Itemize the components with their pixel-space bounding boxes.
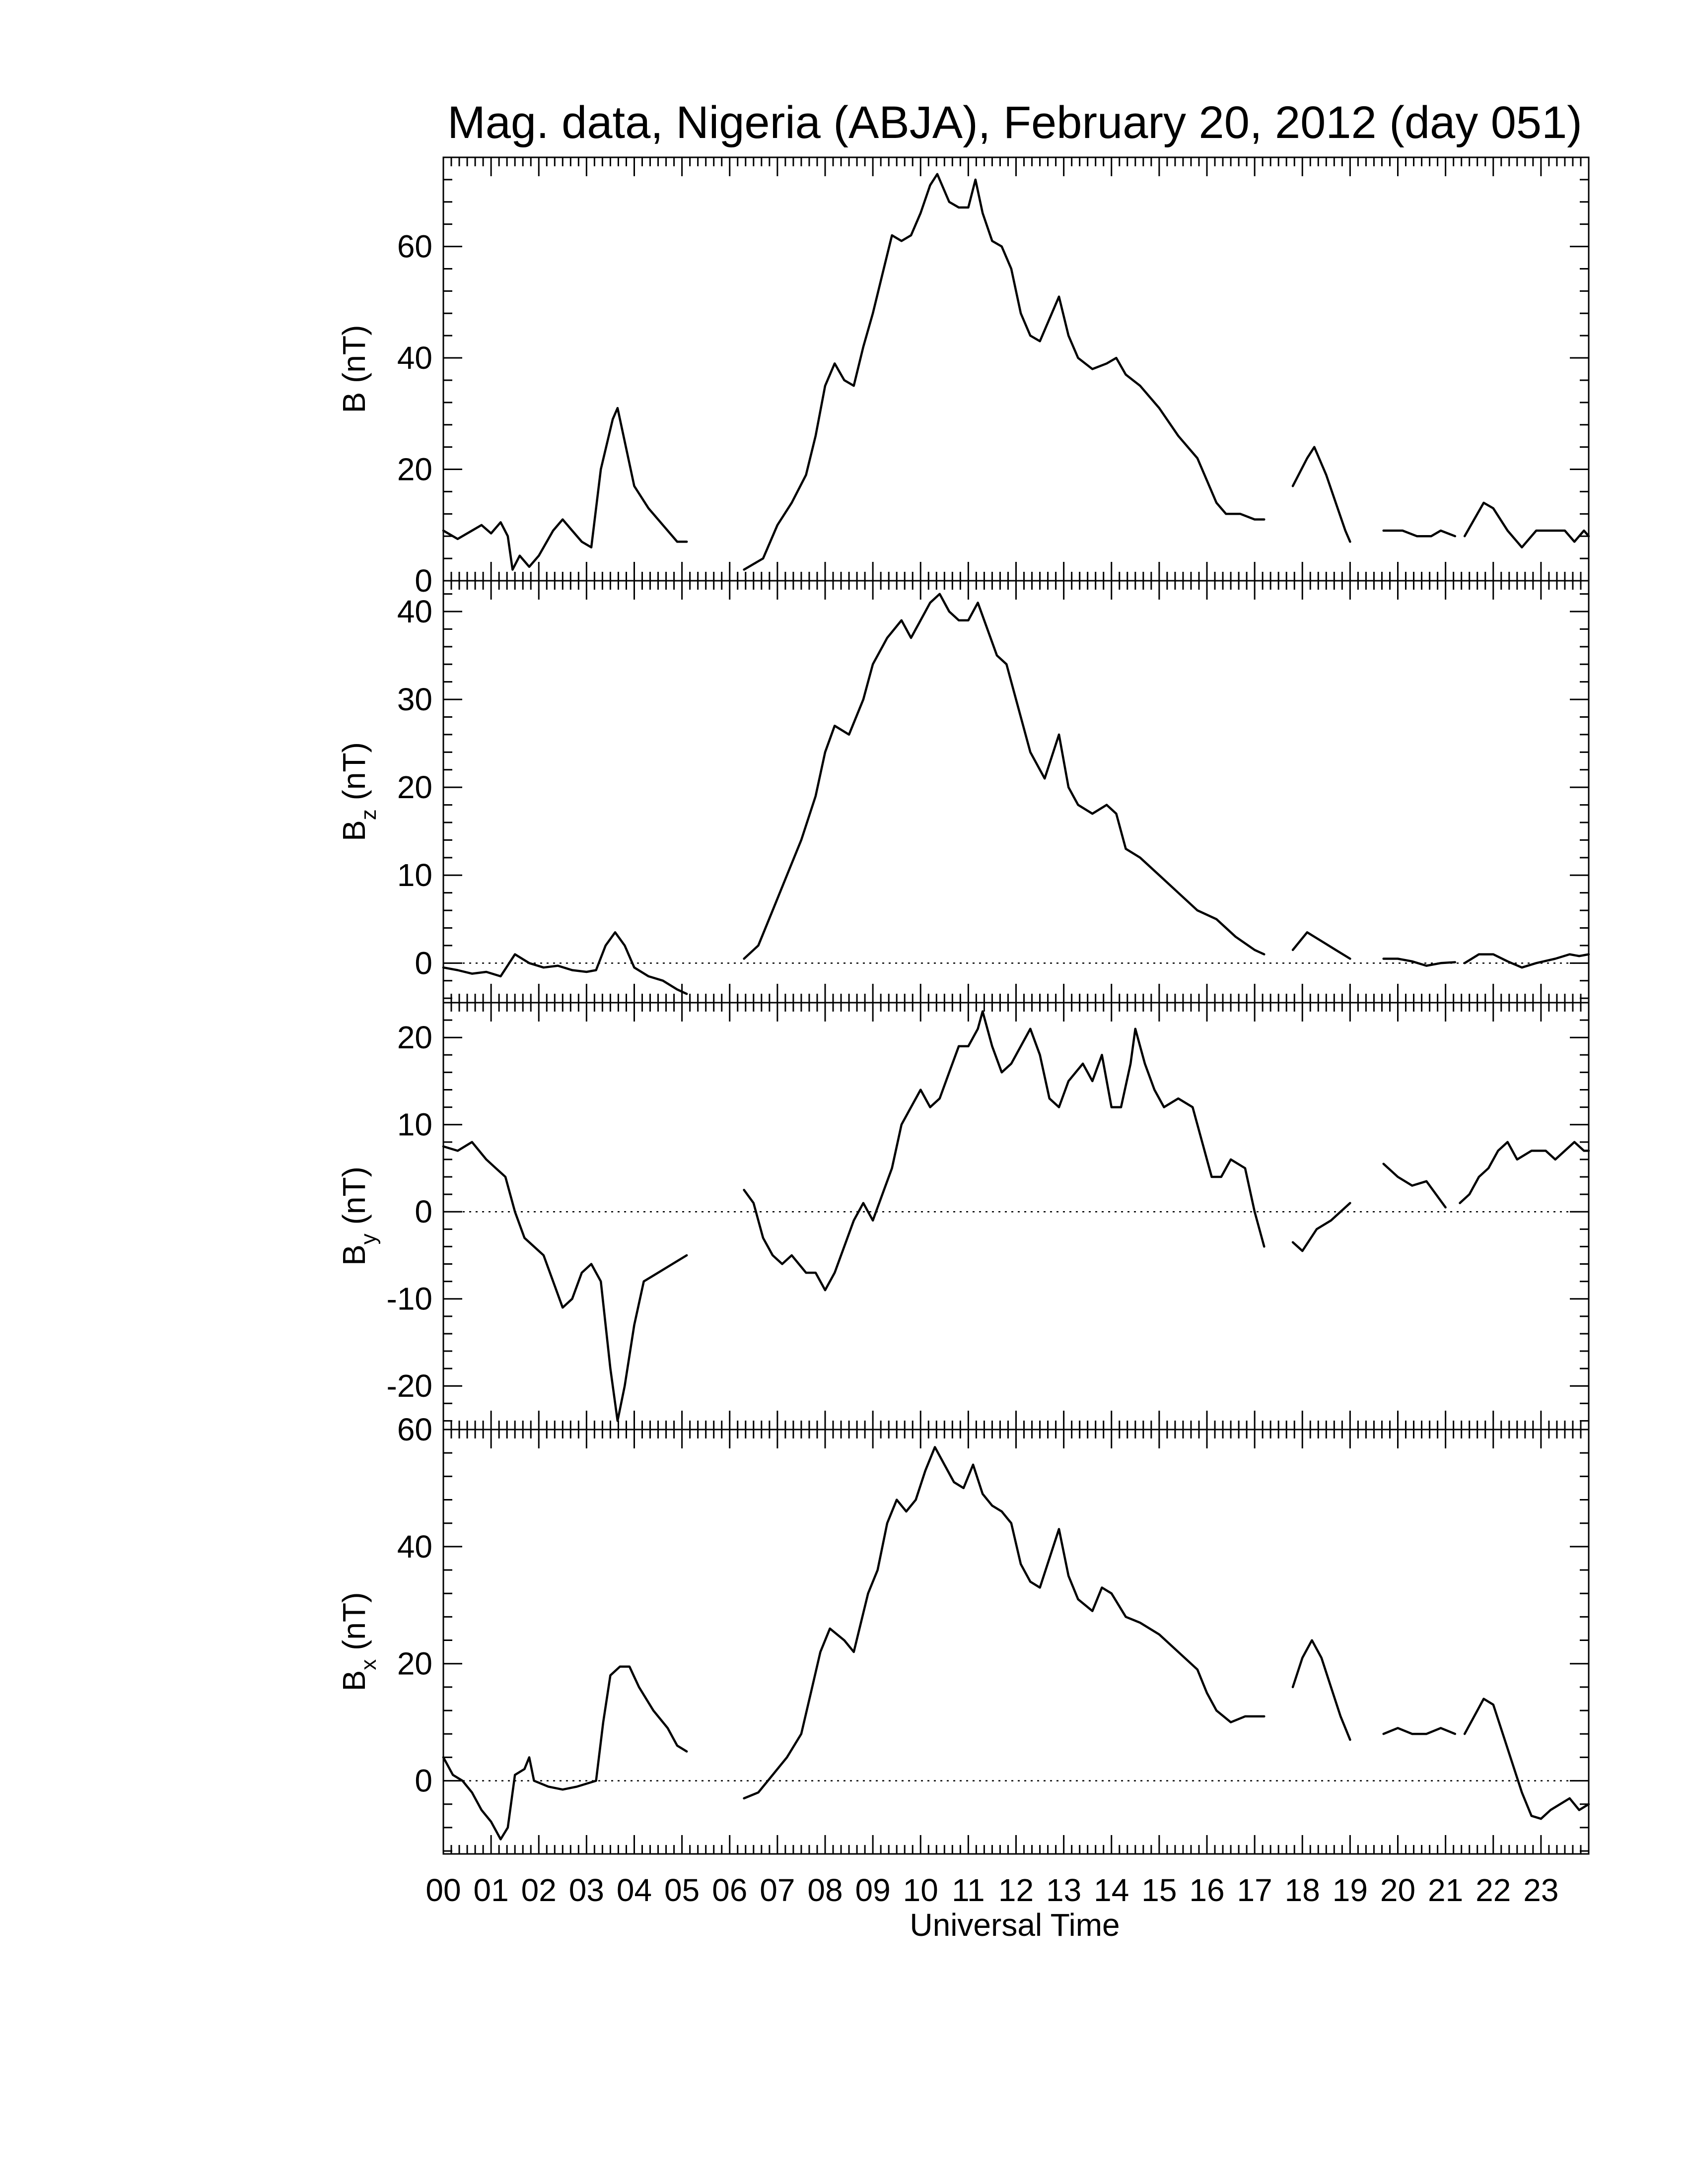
x-tick-label: 17 <box>1237 1872 1272 1908</box>
y-tick-label: 40 <box>397 594 432 629</box>
series-line-bz-4 <box>1382 957 1457 967</box>
x-tick-label: 20 <box>1380 1872 1415 1908</box>
y-ticks-by <box>443 1002 1589 1422</box>
series-line-bz-2 <box>743 593 1266 960</box>
x-ticks-bz <box>442 581 1590 1003</box>
x-tick-label: 04 <box>617 1872 652 1908</box>
panel-by: -20 -10 0 10 20 By (nT) <box>336 1002 1590 1431</box>
x-tick-label: 07 <box>760 1872 795 1908</box>
x-tick-label: 14 <box>1094 1872 1129 1908</box>
y-axis-label-b: B (nT) <box>336 325 372 413</box>
series-line-bx-4 <box>1382 1727 1457 1735</box>
y-tick-label: 0 <box>415 1194 432 1229</box>
x-tick-label: 19 <box>1333 1872 1368 1908</box>
x-tick-label: 12 <box>998 1872 1034 1908</box>
series-line-bx-3 <box>1291 1639 1351 1741</box>
series-line-bz-5 <box>1463 953 1590 969</box>
panel-b: 0 20 40 60 B (nT) <box>336 156 1590 599</box>
y-axis-label-by: By (nT) <box>336 1166 381 1266</box>
y-axis-label-main: B <box>336 1244 372 1266</box>
y-tick-label: 10 <box>397 857 432 893</box>
y-tick-label: 20 <box>397 1020 432 1055</box>
y-axis-label-bx: Bx (nT) <box>336 1592 381 1692</box>
y-axis-label-bz: Bz (nT) <box>336 742 381 841</box>
series-line-b-2 <box>743 173 1266 571</box>
x-tick-label: 09 <box>855 1872 891 1908</box>
x-tick-label: 02 <box>521 1872 557 1908</box>
panel-frame-bz <box>442 580 1590 1004</box>
series-line-bx-5 <box>1463 1698 1590 1820</box>
x-tick-label: 10 <box>903 1872 938 1908</box>
series-line-b-5 <box>1463 501 1590 548</box>
series-line-by-1 <box>442 1141 688 1422</box>
x-tick-label: 13 <box>1046 1872 1081 1908</box>
x-tick-label: 11 <box>952 1872 985 1908</box>
y-axis-label-unit: (nT) <box>336 1592 372 1659</box>
panel-bz: 0 10 20 30 40 Bz (nT) <box>336 580 1590 1004</box>
x-tick-label: 03 <box>569 1872 604 1908</box>
y-tick-label: 40 <box>397 1529 432 1565</box>
panel-frame-b <box>442 156 1590 582</box>
x-tick-label: 18 <box>1285 1872 1320 1908</box>
y-tick-label: 0 <box>415 1763 432 1799</box>
x-ticks-by <box>442 1003 1590 1430</box>
y-tick-label: 10 <box>397 1107 432 1143</box>
x-tick-label: 16 <box>1189 1872 1224 1908</box>
y-axis-label-subscript: y <box>356 1233 381 1244</box>
x-tick-label: 15 <box>1141 1872 1177 1908</box>
y-ticks-bx <box>443 1429 1589 1852</box>
x-ticks-bx <box>442 1430 1590 1854</box>
y-tick-label: 20 <box>397 1646 432 1682</box>
y-tick-label: 20 <box>397 452 432 487</box>
panel-bx: 0 20 40 60 Bx (nT) <box>336 1412 1590 1855</box>
panel-frame-bx <box>442 1429 1590 1855</box>
y-tick-label: -20 <box>387 1368 433 1404</box>
series-line-b-4 <box>1382 529 1457 538</box>
series-line-by-2 <box>743 1010 1266 1292</box>
series-line-by-4 <box>1382 1162 1447 1209</box>
series-line-bx-2 <box>743 1446 1266 1800</box>
y-tick-label: -10 <box>387 1281 433 1317</box>
series-line-b-1 <box>442 407 688 571</box>
series-line-bx-1 <box>442 1665 688 1841</box>
y-tick-label: 0 <box>415 945 432 981</box>
y-axis-label-subscript: x <box>356 1659 381 1670</box>
panel-frame-by <box>442 1002 1590 1431</box>
series-line-by-5 <box>1459 1141 1590 1204</box>
x-tick-label: 01 <box>474 1872 509 1908</box>
x-tick-label: 22 <box>1476 1872 1511 1908</box>
y-ticks-bz <box>443 593 1589 999</box>
y-tick-label: 30 <box>397 682 432 717</box>
y-tick-label: 20 <box>397 769 432 805</box>
y-axis-label-main: B <box>336 1670 372 1692</box>
x-tick-label: 21 <box>1428 1872 1463 1908</box>
x-axis-label: Universal Time <box>910 1907 1120 1943</box>
series-line-bz-3 <box>1291 931 1351 960</box>
y-axis-label-main: B <box>336 392 372 413</box>
series-line-by-3 <box>1291 1202 1351 1252</box>
y-axis-label-unit: (nT) <box>336 742 372 809</box>
panels: 0 20 40 60 B (nT) 0 10 20 30 40 Bz (nT) -20 -10 0 10 20… <box>336 156 1590 1855</box>
y-tick-label: 60 <box>397 229 432 265</box>
y-tick-label: 40 <box>397 340 432 376</box>
y-ticks-b <box>443 156 1589 582</box>
x-ticks-b <box>442 157 1590 581</box>
series-line-b-3 <box>1291 446 1351 543</box>
y-axis-label-main: B <box>336 820 372 841</box>
y-tick-label: 60 <box>397 1412 432 1447</box>
x-tick-label: 08 <box>807 1872 843 1908</box>
y-axis-label-unit: (nT) <box>336 325 372 392</box>
x-tick-labels: 00 01 02 03 04 05 06 07 08 09 10 11 12 13 14 15 16 17 18 19… <box>425 1872 1558 1908</box>
x-tick-label: 05 <box>664 1872 700 1908</box>
series-line-bz-1 <box>442 931 688 995</box>
y-tick-label: 0 <box>415 563 432 599</box>
y-axis-label-subscript: z <box>356 809 381 820</box>
y-axis-label-unit: (nT) <box>336 1166 372 1233</box>
x-tick-label: 06 <box>712 1872 747 1908</box>
x-tick-label: 00 <box>425 1872 461 1908</box>
chart-title: Mag. data, Nigeria (ABJA), February 20, … <box>447 97 1582 148</box>
x-tick-label: 23 <box>1523 1872 1558 1908</box>
